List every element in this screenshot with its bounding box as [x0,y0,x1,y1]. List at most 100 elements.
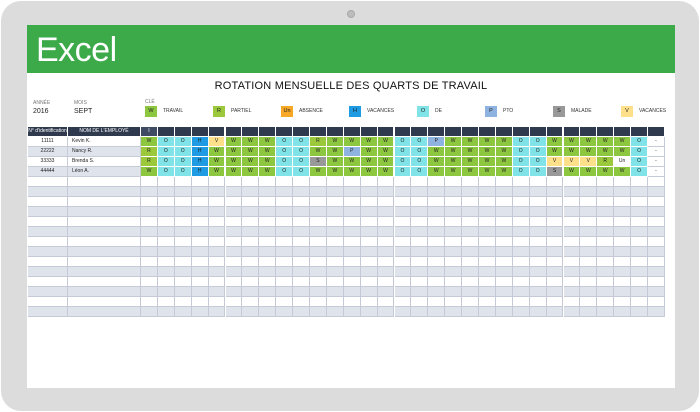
empty-name-cell[interactable] [68,187,141,197]
empty-shift-cell[interactable] [580,247,598,257]
empty-name-cell[interactable] [68,207,141,217]
empty-shift-cell[interactable] [563,267,581,277]
empty-shift-cell[interactable] [326,307,344,317]
empty-shift-cell[interactable] [242,267,260,277]
empty-shift-cell[interactable] [293,247,310,257]
empty-shift-cell[interactable] [445,267,463,277]
empty-shift-cell[interactable] [343,297,361,307]
shift-cell[interactable]: W [377,137,395,147]
empty-shift-cell[interactable] [529,267,547,277]
empty-shift-cell[interactable] [343,277,361,287]
shift-cell[interactable]: H [191,157,209,167]
empty-shift-cell[interactable] [614,207,632,217]
shift-cell[interactable]: W [377,147,395,157]
empty-shift-cell[interactable] [141,297,158,307]
empty-shift-cell[interactable] [479,207,496,217]
empty-shift-cell[interactable] [479,237,496,247]
empty-shift-cell[interactable] [191,247,209,257]
empty-shift-cell[interactable] [225,207,243,217]
empty-shift-cell[interactable] [512,247,530,257]
empty-shift-cell[interactable] [360,177,378,187]
empty-shift-cell[interactable] [276,257,294,267]
empty-shift-cell[interactable] [512,177,530,187]
empty-shift-cell[interactable] [242,187,260,197]
empty-name-cell[interactable] [68,307,141,317]
empty-shift-cell[interactable] [191,207,209,217]
empty-shift-cell[interactable] [428,197,446,207]
empty-id-cell[interactable] [28,247,68,257]
empty-shift-cell[interactable] [326,197,344,207]
shift-cell[interactable]: O [512,137,530,147]
empty-shift-cell[interactable] [208,287,226,297]
shift-cell[interactable]: W [597,167,615,177]
empty-shift-cell[interactable] [597,177,615,187]
empty-shift-cell[interactable] [648,277,665,287]
empty-shift-cell[interactable] [310,227,327,237]
empty-shift-cell[interactable] [580,257,598,267]
empty-shift-cell[interactable] [462,187,479,197]
empty-shift-cell[interactable] [141,277,158,287]
empty-shift-cell[interactable] [580,207,598,217]
empty-shift-cell[interactable] [546,197,564,207]
empty-shift-cell[interactable] [648,207,665,217]
empty-name-cell[interactable] [68,177,141,187]
employee-name-cell[interactable]: Léon A. [68,167,141,177]
shift-cell[interactable]: O [174,137,192,147]
empty-shift-cell[interactable] [597,217,615,227]
empty-shift-cell[interactable] [377,277,395,287]
shift-cell[interactable]: - [648,147,665,157]
shift-cell[interactable]: W [479,167,496,177]
shift-cell[interactable]: O [276,167,294,177]
empty-shift-cell[interactable] [445,287,463,297]
empty-shift-cell[interactable] [157,287,175,297]
empty-shift-cell[interactable] [326,277,344,287]
shift-cell[interactable]: H [191,137,209,147]
employee-id-cell[interactable]: 33333 [28,157,68,167]
shift-cell[interactable]: O [529,167,547,177]
shift-cell[interactable]: W [208,147,226,157]
empty-shift-cell[interactable] [259,297,277,307]
empty-shift-cell[interactable] [546,307,564,317]
empty-shift-cell[interactable] [242,297,260,307]
empty-shift-cell[interactable] [529,227,547,237]
empty-name-cell[interactable] [68,217,141,227]
empty-shift-cell[interactable] [157,277,175,287]
empty-shift-cell[interactable] [648,297,665,307]
empty-shift-cell[interactable] [394,257,412,267]
shift-cell[interactable]: W [225,157,243,167]
empty-shift-cell[interactable] [276,187,294,197]
empty-shift-cell[interactable] [141,177,158,187]
employee-name-cell[interactable]: Kevin K. [68,137,141,147]
empty-shift-cell[interactable] [242,197,260,207]
empty-id-cell[interactable] [28,217,68,227]
empty-shift-cell[interactable] [293,227,310,237]
empty-name-cell[interactable] [68,277,141,287]
empty-shift-cell[interactable] [614,307,632,317]
empty-shift-cell[interactable] [259,287,277,297]
empty-shift-cell[interactable] [411,267,429,277]
empty-shift-cell[interactable] [225,297,243,307]
shift-cell[interactable]: W [326,137,344,147]
empty-shift-cell[interactable] [479,187,496,197]
shift-cell[interactable]: R [310,137,327,147]
employee-id-cell[interactable]: 11111 [28,137,68,147]
empty-shift-cell[interactable] [174,257,192,267]
empty-shift-cell[interactable] [614,217,632,227]
empty-shift-cell[interactable] [377,217,395,227]
empty-shift-cell[interactable] [512,257,530,267]
empty-shift-cell[interactable] [225,197,243,207]
shift-cell[interactable]: V [208,137,226,147]
shift-cell[interactable]: O [293,167,310,177]
shift-cell[interactable]: W [428,147,446,157]
empty-shift-cell[interactable] [157,227,175,237]
shift-cell[interactable]: W [259,147,277,157]
shift-cell[interactable]: O [529,147,547,157]
empty-shift-cell[interactable] [648,257,665,267]
empty-shift-cell[interactable] [648,217,665,227]
empty-shift-cell[interactable] [512,227,530,237]
empty-shift-cell[interactable] [411,307,429,317]
empty-shift-cell[interactable] [208,267,226,277]
empty-shift-cell[interactable] [563,177,581,187]
empty-shift-cell[interactable] [360,307,378,317]
empty-shift-cell[interactable] [631,187,648,197]
